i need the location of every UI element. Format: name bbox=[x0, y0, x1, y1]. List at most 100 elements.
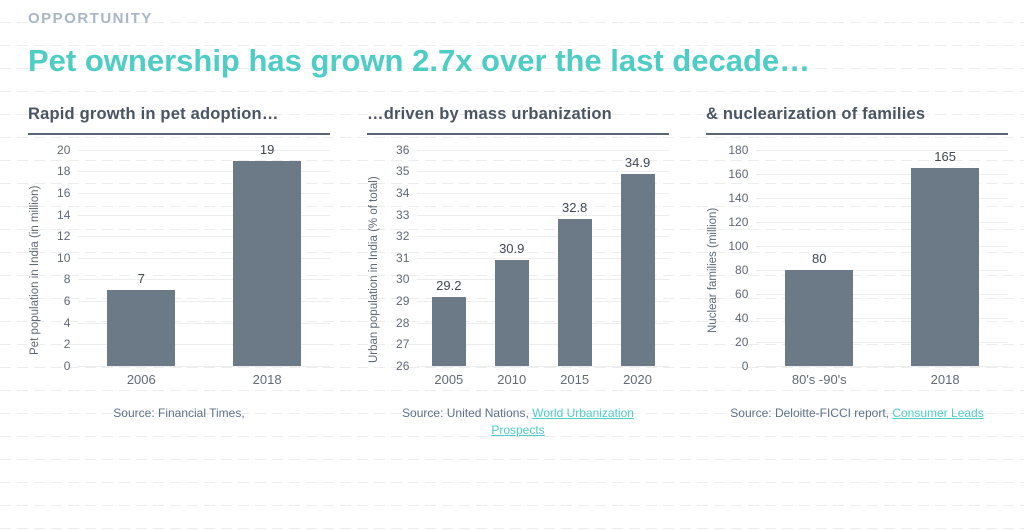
x-tick-label: 2018 bbox=[252, 371, 282, 387]
gridline bbox=[756, 317, 1008, 319]
bar-value-label: 80 bbox=[812, 250, 827, 266]
panel-pet-adoption: Rapid growth in pet adoption… Pet popula… bbox=[28, 105, 330, 439]
y-tick-label: 20 bbox=[735, 334, 749, 349]
bars-row: 29.2 30.9 32.8 34.9 bbox=[417, 150, 669, 366]
y-tick-label: 32 bbox=[396, 229, 410, 244]
y-tick-label: 40 bbox=[735, 310, 749, 325]
y-tick-label: 28 bbox=[396, 315, 410, 330]
source-text: Source: Financial Times, bbox=[113, 405, 245, 420]
y-tick-label: 10 bbox=[57, 250, 71, 265]
bar-slot: 7 bbox=[78, 150, 204, 366]
gridline bbox=[417, 279, 669, 281]
y-tick-label: 27 bbox=[396, 337, 410, 352]
y-tick-label: 14 bbox=[57, 207, 71, 222]
plot-area: 26 27 28 29 30 31 32 33 34 35 36 29.2 30.9 32.8 34.9 bbox=[396, 143, 669, 373]
y-tick-label: 31 bbox=[396, 250, 410, 265]
gridline bbox=[78, 193, 330, 194]
x-axis-labels: 2005 2010 2015 2020 bbox=[417, 372, 669, 390]
x-axis-labels: 80's -90's 2018 bbox=[756, 372, 1008, 390]
source-link[interactable]: Consumer Leads bbox=[892, 405, 984, 420]
x-axis-labels: 2006 2018 bbox=[78, 372, 330, 390]
gridline bbox=[417, 214, 669, 216]
gridline bbox=[78, 279, 330, 281]
y-tick-label: 36 bbox=[396, 142, 410, 157]
y-tick-label: 140 bbox=[728, 190, 749, 205]
bar-value-label: 19 bbox=[259, 141, 275, 157]
slide: OPPORTUNITY Pet ownership has grown 2.7x… bbox=[28, 10, 1024, 439]
y-tick-label: 160 bbox=[728, 166, 749, 181]
source-note: Source: United Nations, World Urbanizati… bbox=[367, 405, 669, 439]
source-note: Source: Financial Times, bbox=[28, 405, 330, 422]
chart-title: & nuclearization of families bbox=[706, 105, 1008, 135]
bar-value-label: 165 bbox=[934, 148, 956, 164]
gridline bbox=[417, 365, 669, 367]
bars-row: 80 165 bbox=[756, 148, 1008, 366]
bar-slot: 34.9 bbox=[606, 150, 669, 366]
y-tick-label: 80 bbox=[735, 262, 749, 277]
bar-chart-urban-population: Urban population in India (% of total) 2… bbox=[367, 143, 669, 390]
gridline bbox=[756, 245, 1008, 247]
charts-row: Rapid growth in pet adoption… Pet popula… bbox=[28, 105, 1024, 439]
plot-area: 0 2 4 6 8 10 12 14 16 18 20 7 19 bbox=[57, 142, 330, 373]
bar-slot: 80 bbox=[756, 150, 882, 366]
gridline bbox=[417, 171, 669, 173]
y-axis-title: Pet population in India (in million) bbox=[29, 185, 41, 355]
bar: 30.9 bbox=[494, 241, 529, 366]
gridline bbox=[78, 149, 330, 151]
source-link[interactable]: World Urbanization Prospects bbox=[491, 405, 634, 437]
y-tick-label: 30 bbox=[396, 272, 410, 287]
gridline bbox=[756, 149, 1008, 151]
x-tick-label: 2010 bbox=[497, 371, 527, 387]
y-tick-label: 120 bbox=[728, 214, 749, 229]
gridline bbox=[78, 322, 330, 324]
y-tick-label: 35 bbox=[396, 164, 410, 179]
plot-wrap: 26 27 28 29 30 31 32 33 34 35 36 29.2 30.9 32.8 34.9 2… bbox=[396, 143, 669, 390]
x-tick-label: 2020 bbox=[623, 371, 652, 387]
plot-wrap: 0 2 4 6 8 10 12 14 16 18 20 7 19 2006 2018 bbox=[57, 142, 330, 390]
y-tick-label: 180 bbox=[728, 142, 749, 157]
plot-area: 0 20 40 60 80 100 120 140 160 180 80 165 bbox=[728, 143, 1008, 373]
bar: 19 bbox=[233, 142, 302, 366]
bar-slot: 165 bbox=[882, 148, 1008, 366]
gridline bbox=[78, 365, 330, 367]
y-tick-label: 26 bbox=[396, 358, 410, 373]
source-note: Source: Deloitte-FICCI report, Consumer … bbox=[706, 405, 1008, 422]
gridline bbox=[78, 257, 330, 259]
bar: 29.2 bbox=[431, 278, 466, 366]
chart-title: …driven by mass urbanization bbox=[367, 105, 669, 135]
gridline bbox=[756, 173, 1008, 175]
bar-value-label: 29.2 bbox=[436, 277, 462, 293]
y-tick-label: 20 bbox=[57, 142, 71, 157]
gridline bbox=[756, 269, 1008, 271]
bar-value-label: 32.8 bbox=[561, 199, 588, 215]
eyebrow-label: OPPORTUNITY bbox=[28, 10, 153, 27]
bar-value-label: 30.9 bbox=[499, 240, 525, 256]
bar-slot: 29.2 bbox=[417, 150, 480, 366]
gridline bbox=[756, 293, 1008, 295]
bar-value-label: 34.9 bbox=[624, 154, 651, 170]
gridline bbox=[417, 236, 669, 238]
gridline bbox=[78, 344, 330, 346]
x-tick-label: 2015 bbox=[560, 371, 590, 387]
page-title: Pet ownership has grown 2.7x over the la… bbox=[28, 43, 811, 78]
gridline bbox=[756, 365, 1008, 367]
y-tick-label: 33 bbox=[396, 207, 410, 222]
bar: 7 bbox=[107, 271, 176, 366]
gridline bbox=[417, 257, 669, 259]
y-tick-label: 60 bbox=[735, 286, 749, 301]
y-tick-label: 29 bbox=[396, 294, 410, 308]
gridline bbox=[417, 149, 669, 151]
y-axis-title: Nuclear families (million) bbox=[707, 207, 719, 333]
y-tick-label: 8 bbox=[63, 272, 71, 287]
bar: 80 bbox=[785, 251, 854, 366]
gridline bbox=[756, 197, 1008, 199]
bar-slot: 30.9 bbox=[480, 150, 543, 366]
gridline bbox=[78, 301, 330, 302]
gridline bbox=[78, 171, 330, 173]
bar-slot: 32.8 bbox=[543, 150, 606, 366]
plot-wrap: 0 20 40 60 80 100 120 140 160 180 80 165 80's -90's… bbox=[728, 143, 1008, 390]
bar: 34.9 bbox=[620, 155, 655, 366]
y-tick-label: 4 bbox=[63, 315, 71, 330]
gridline bbox=[417, 322, 669, 324]
chart-title: Rapid growth in pet adoption… bbox=[28, 105, 330, 135]
